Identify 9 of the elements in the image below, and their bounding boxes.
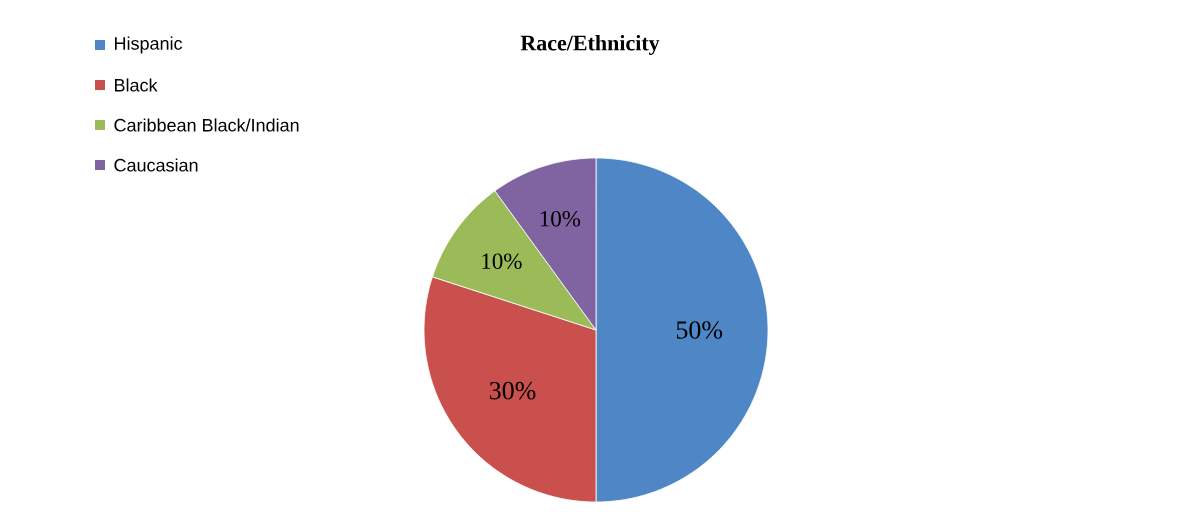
data-label: 10% <box>482 253 522 270</box>
data-label: 30% <box>489 381 536 400</box>
chart-title: Race/Ethnicity <box>520 34 660 56</box>
data-label: 10% <box>540 210 581 227</box>
legend-label: Caribbean Black/Indian <box>114 118 299 132</box>
data-label: 50% <box>676 321 723 339</box>
legend-label: Black <box>115 78 158 92</box>
legend-label: Hispanic <box>115 36 183 54</box>
legend-label: Caucasian <box>114 158 198 172</box>
